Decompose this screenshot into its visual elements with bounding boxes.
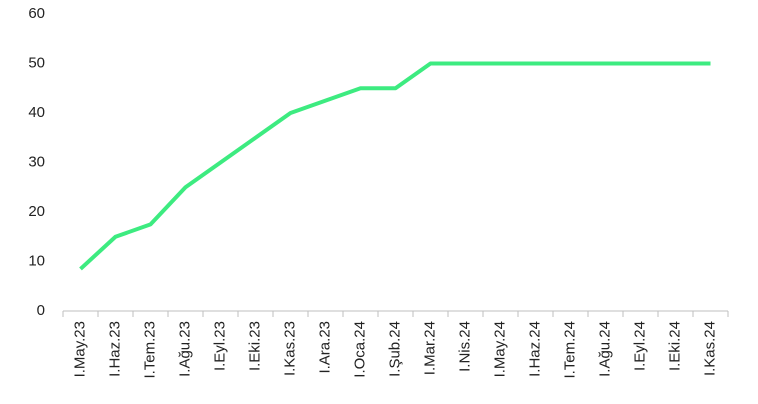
x-tick-label: I.Ağu.24 [596, 321, 613, 377]
x-tick-label: I.Mar.24 [421, 321, 438, 375]
x-tick-label: I.Ara.23 [316, 321, 333, 374]
y-tick-label: 0 [37, 302, 45, 319]
x-tick-label: I.Eki.23 [246, 321, 263, 371]
x-tick-label: I.Eki.24 [666, 321, 683, 371]
x-tick-label: I.Ağu.23 [176, 321, 193, 377]
line [79, 61, 711, 271]
x-tick-label: I.Eyl.24 [631, 321, 648, 371]
y-tick-label: 50 [28, 54, 45, 71]
x-tick-label: I.Oca.24 [351, 321, 368, 378]
x-tick-label: I.Haz.23 [106, 321, 123, 377]
y-tick-label: 30 [28, 153, 45, 170]
y-tick-label: 60 [28, 5, 45, 22]
x-tick-label: I.Kas.23 [281, 321, 298, 376]
x-tick-label: I.Eyl.23 [211, 321, 228, 371]
y-tick-label: 20 [28, 203, 45, 220]
x-tick-label: I.May.24 [491, 321, 508, 377]
x-tick-label: I.Şub.24 [386, 321, 403, 377]
x-tick-label: I.Tem.24 [561, 321, 578, 379]
y-tick-label: 40 [28, 104, 45, 121]
x-tick-label: I.May.23 [71, 321, 88, 377]
x-tick-label: I.Kas.24 [701, 321, 718, 376]
x-tick-label: I.Haz.24 [526, 321, 543, 377]
y-tick-label: 10 [28, 252, 45, 269]
x-tick-label: I.Tem.23 [141, 321, 158, 379]
x-tick-label: I.Nis.24 [456, 321, 473, 372]
